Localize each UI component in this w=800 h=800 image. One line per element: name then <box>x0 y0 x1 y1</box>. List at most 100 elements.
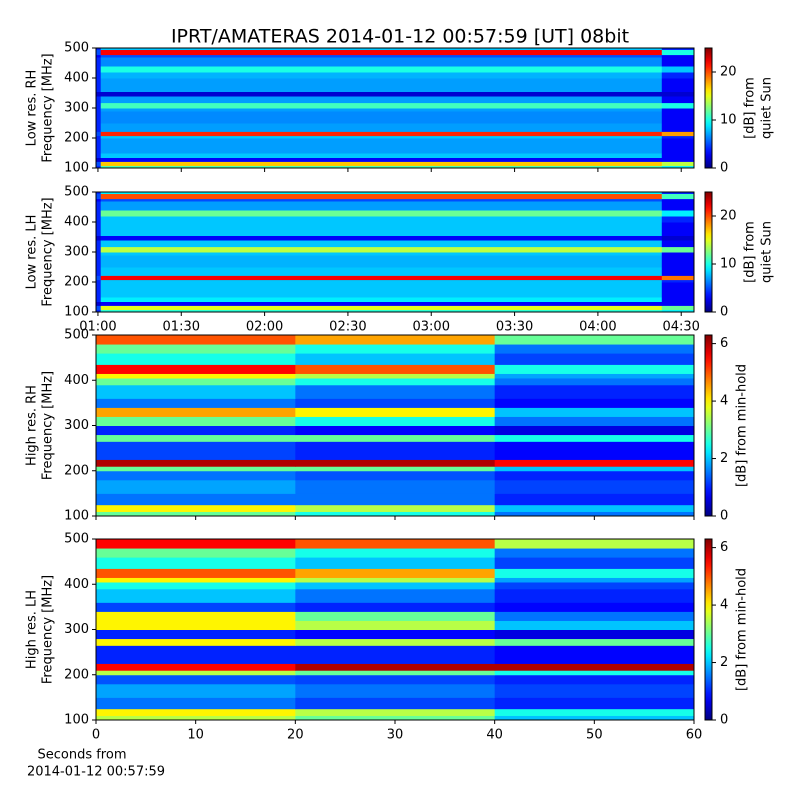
heatmap-cell <box>494 674 695 685</box>
heatmap-cell <box>96 577 296 583</box>
heatmap-cell <box>100 235 663 241</box>
heatmap-cell <box>96 309 102 313</box>
heatmap-cell <box>96 697 296 710</box>
heatmap-cell <box>100 309 663 313</box>
heatmap-cell <box>96 279 102 283</box>
y-tick-label: 200 <box>64 131 89 146</box>
heatmap-cell <box>96 588 296 603</box>
heatmap-cell <box>295 479 496 494</box>
heatmap-cell <box>96 568 296 578</box>
heatmap-cell <box>494 697 695 710</box>
heatmap-cell <box>295 588 496 603</box>
heatmap-cell <box>100 108 663 112</box>
heatmap-cell <box>100 297 663 302</box>
heatmap-cell <box>494 377 695 386</box>
heatmap-cell <box>100 153 663 158</box>
x-tick-label: 01:30 <box>163 320 200 335</box>
heatmap-cell <box>661 78 695 92</box>
heatmap-cell <box>295 377 496 386</box>
x-tick-label: 02:30 <box>329 320 366 335</box>
heatmap-cell <box>96 663 296 671</box>
heatmap-cell <box>100 279 663 283</box>
heatmap-cell <box>96 222 102 236</box>
y-axis-label: Low res. RH <box>25 70 40 147</box>
heatmap-cell <box>100 216 663 223</box>
heatmap-cell <box>295 638 496 646</box>
x-tick-label: 20 <box>287 728 304 743</box>
heatmap-cell <box>100 54 663 58</box>
heatmap-cell <box>96 674 296 685</box>
heatmap-cell <box>100 123 663 132</box>
heatmap-cell <box>494 645 695 664</box>
heatmap-cell <box>96 216 102 223</box>
heatmap-cell <box>494 434 695 442</box>
heatmap-cell <box>96 267 102 276</box>
heatmap-cell <box>494 670 695 676</box>
x-tick-label: 03:30 <box>496 320 533 335</box>
heatmap-cell <box>100 275 663 281</box>
heatmap-cell <box>295 344 496 354</box>
heatmap-cell <box>494 364 695 374</box>
heatmap-cell <box>96 364 296 374</box>
heatmap-cell <box>494 638 695 646</box>
y-tick-label: 400 <box>64 215 89 230</box>
heatmap-cell <box>661 72 695 79</box>
heatmap-cell <box>295 602 496 612</box>
heatmap-cell <box>96 301 102 306</box>
heatmap-cell <box>295 416 496 426</box>
heatmap-cell <box>96 425 296 436</box>
colorbar-tick-label: 6 <box>720 540 728 555</box>
heatmap-cell <box>96 557 296 569</box>
heatmap-cell <box>661 301 695 306</box>
heatmap-cell <box>494 470 695 481</box>
heatmap-cell <box>96 111 102 124</box>
colorbar-label: [dB] from min-hold <box>735 364 750 487</box>
heatmap-cell <box>96 235 102 241</box>
heatmap-cell <box>96 459 296 467</box>
heatmap-cell <box>494 602 695 612</box>
x-tick-label: 04:30 <box>662 320 699 335</box>
heatmap-cell <box>100 301 663 306</box>
heatmap-cell <box>100 193 663 200</box>
y-tick-label: 100 <box>64 305 89 320</box>
heatmap-cell <box>96 153 102 158</box>
heatmap-cell <box>100 49 663 56</box>
heatmap-cell <box>494 416 695 426</box>
heatmap-cell <box>96 108 102 112</box>
heatmap-cell <box>96 165 102 169</box>
heatmap-cell <box>96 670 296 676</box>
heatmap-cell <box>96 620 296 630</box>
heatmap-cell <box>96 629 296 640</box>
heatmap-cell <box>100 102 663 109</box>
heatmap-cell <box>100 78 663 92</box>
heatmap-cell <box>295 670 496 676</box>
heatmap-cell <box>100 240 663 248</box>
colorbar-label: quiet Sun <box>760 77 775 139</box>
heatmap-cell <box>100 246 663 253</box>
y-tick-label: 200 <box>64 667 89 682</box>
heatmap-cell <box>96 377 296 386</box>
heatmap-cell <box>494 539 695 549</box>
heatmap-cell <box>295 620 496 630</box>
heatmap-cell <box>96 581 296 590</box>
heatmap-cell <box>295 504 496 512</box>
colorbar-tick-label: 2 <box>720 655 728 670</box>
y-tick-label: 400 <box>64 577 89 592</box>
heatmap-cell <box>100 222 663 236</box>
heatmap-cell <box>295 493 496 506</box>
y-tick-label: 100 <box>64 509 89 524</box>
heatmap-cell <box>295 364 496 374</box>
colorbar <box>704 538 713 721</box>
heatmap-cell <box>494 715 695 721</box>
heatmap-cell <box>661 66 695 73</box>
heatmap-cell <box>661 235 695 241</box>
heatmap-cell <box>295 434 496 442</box>
colorbar-label: [dB] from min-hold <box>735 568 750 691</box>
heatmap-cell <box>96 282 102 298</box>
heatmap-cell <box>96 157 102 162</box>
heatmap-cell <box>295 353 496 365</box>
heatmap-cell <box>661 111 695 124</box>
heatmap-cell <box>100 201 663 211</box>
colorbar <box>704 47 713 169</box>
heatmap-cell <box>96 645 296 664</box>
